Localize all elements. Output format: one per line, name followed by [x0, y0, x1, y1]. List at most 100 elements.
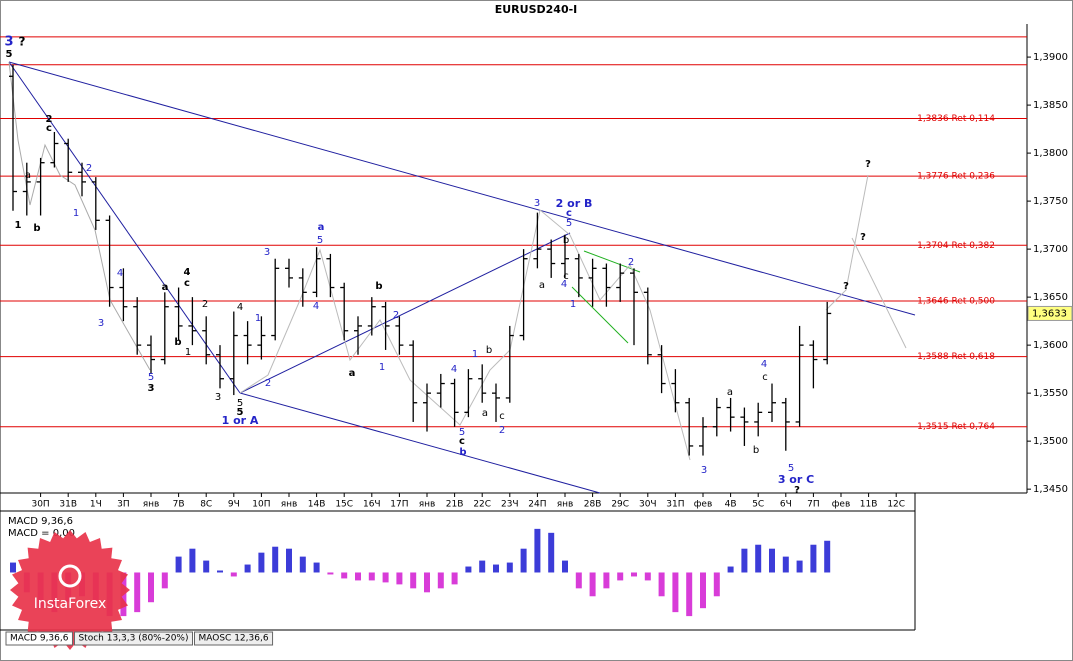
x-tick-label: 16Ч — [363, 500, 381, 510]
trend-line — [239, 392, 601, 494]
macd-bar — [782, 556, 789, 573]
wave-label: c — [563, 271, 569, 282]
wave-label: 4 — [561, 279, 567, 290]
macd-bar — [575, 572, 582, 589]
retracement-label: 1,3588 Ret 0,618 — [917, 352, 995, 362]
x-tick-label: 31В — [59, 500, 77, 510]
x-tick-label: 30Ч — [639, 500, 657, 510]
trend-line — [8, 61, 916, 316]
wave-label: b — [33, 223, 40, 234]
levels: 1,3836 Ret 0,114 1,3776 Ret 0,236 1,3704 R… — [0, 36, 1027, 432]
macd-bar — [713, 572, 720, 597]
x-tick-label: 7В — [173, 500, 185, 510]
wave-label: 3 — [4, 35, 13, 50]
macd-bar — [410, 572, 417, 589]
macd-bar — [603, 572, 610, 589]
wave-label: 4 — [117, 268, 123, 279]
wave-label: a — [25, 170, 31, 181]
last-price-box — [1027, 305, 1073, 321]
indicator-tab[interactable] — [73, 631, 193, 646]
wave-label: a — [539, 280, 545, 291]
macd-bar — [631, 572, 637, 577]
wave-label: 3 — [215, 392, 221, 403]
macd-bar — [258, 552, 265, 573]
y-tick-label: 1,3850 — [1033, 100, 1068, 111]
x-tick-label: 4В — [725, 500, 737, 510]
wave-label: 2 — [86, 163, 92, 174]
macd-bar — [506, 562, 513, 573]
wave-label: 5 — [317, 235, 323, 246]
macd-bar — [796, 560, 803, 573]
macd-bar — [424, 572, 430, 593]
x-tick-label: 15С — [335, 500, 353, 510]
macd-bar — [203, 560, 210, 573]
wave-label: 1 — [472, 349, 478, 360]
wave-label: 2 — [393, 310, 399, 321]
macd-bar — [299, 556, 306, 573]
y-tick-label: 1,3900 — [1033, 52, 1068, 63]
wave-label: a — [318, 222, 325, 233]
x-tick-label: 17П — [390, 500, 408, 510]
retracement-label: 1,3776 Ret 0,236 — [917, 172, 995, 182]
wave-label: 5 — [237, 398, 243, 409]
layers: 1,3836 Ret 0,114 1,3776 Ret 0,236 1,3704 R… — [0, 35, 1027, 497]
wave-label: 3 — [264, 247, 270, 258]
macd-bar — [313, 562, 320, 573]
macd-bar — [658, 572, 665, 597]
wave-label: 1 — [15, 220, 22, 231]
macd-pane — [10, 528, 831, 617]
wave-label: 5 — [237, 407, 244, 418]
indicator-tab[interactable] — [5, 631, 73, 646]
x-tick-label: 8С — [200, 500, 212, 510]
macd-bar — [769, 548, 775, 573]
indicator-title: MACD 9,36,6 — [8, 516, 73, 527]
macd-bar — [161, 572, 168, 589]
x-tick-label: 6Ч — [780, 500, 792, 510]
wave-label: b — [563, 235, 569, 246]
macd-bar — [286, 548, 292, 573]
wave-label: b — [753, 445, 759, 456]
macd-bar — [10, 562, 16, 573]
wave-label: 4 — [184, 267, 191, 278]
macd-bar — [368, 572, 375, 581]
indicator-tab-label: MACD 9,36,6 — [10, 634, 69, 644]
wave-label: a — [727, 387, 733, 398]
wave-label: c — [46, 123, 52, 134]
x-tick-label: 24П — [528, 500, 546, 510]
macd-bar — [700, 572, 706, 609]
wave-label: 2 — [628, 257, 634, 268]
x-tick-label: 12С — [887, 500, 905, 510]
macd-bar — [644, 572, 651, 581]
macd-bar — [520, 548, 527, 573]
macd-bar — [548, 532, 555, 573]
logo-badge — [10, 530, 130, 650]
indicator-tab-label: Stoch 13,3,3 (80%-20%) — [78, 634, 188, 644]
y-tick-label: 1,3550 — [1033, 388, 1068, 399]
x-tick-label: 1Ч — [90, 500, 102, 510]
wave-label: 3 — [148, 383, 155, 394]
wave-line — [8, 61, 151, 371]
wave-label: ? — [865, 159, 871, 170]
macd-bar — [355, 572, 361, 581]
x-tick-label: 21В — [446, 500, 464, 510]
macd-bar — [382, 572, 389, 583]
wave-label: c — [499, 411, 505, 422]
retracement-label: 1,3704 Ret 0,382 — [917, 241, 995, 251]
wave-label: 2 or B — [556, 197, 593, 210]
macd-bar — [437, 572, 444, 589]
macd-bar — [686, 572, 693, 617]
y-tick-label: 1,3600 — [1033, 340, 1068, 351]
x-tick-label: фев — [832, 500, 851, 510]
x-tick-label: 22С — [473, 500, 491, 510]
macd-bar — [493, 564, 499, 573]
macd-bar — [189, 548, 196, 573]
macd-bar — [465, 566, 472, 573]
trend-line — [239, 232, 571, 394]
x-tick-label: 11В — [860, 500, 878, 510]
wave-label: 1 or A — [222, 414, 259, 427]
chart-title: EURUSD240-I — [495, 3, 578, 16]
x-tick-label: 31П — [666, 500, 684, 510]
indicator-tab[interactable] — [194, 631, 274, 646]
